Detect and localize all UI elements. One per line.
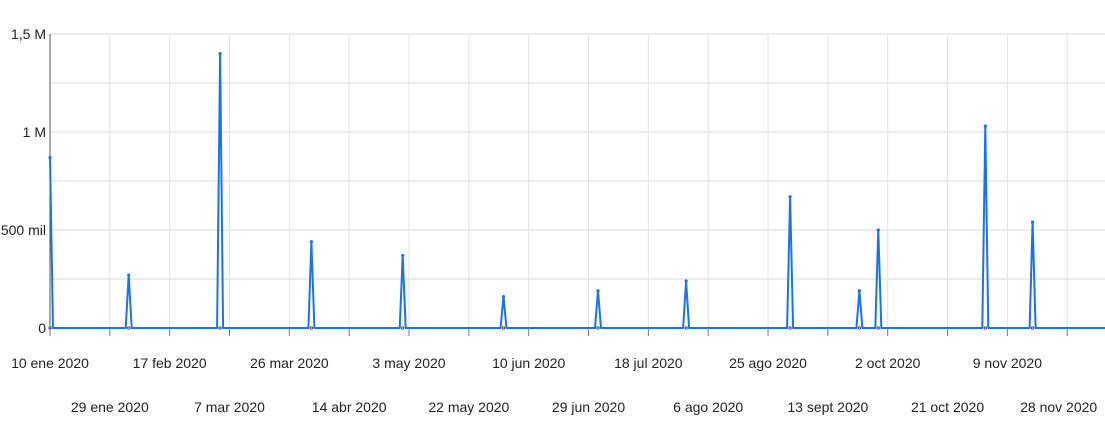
x-tick-label: 25 ago 2020 (729, 355, 807, 371)
gridlines (49, 33, 1105, 329)
x-tick-label: 18 jul 2020 (614, 355, 683, 371)
data-point (401, 253, 405, 258)
x-tick-label: 14 abr 2020 (312, 399, 387, 415)
x-tick-label: 17 feb 2020 (133, 355, 207, 371)
baseline-marker (684, 326, 688, 330)
data-point (309, 240, 313, 244)
x-tick-label: 10 ene 2020 (11, 355, 89, 371)
baseline-marker (857, 326, 861, 330)
y-tick-label: 1 M (23, 124, 46, 140)
baseline-marker (876, 326, 880, 330)
x-tick-label: 7 mar 2020 (194, 399, 265, 415)
baseline-marker (218, 326, 222, 330)
data-point (1030, 220, 1035, 224)
data-point (684, 279, 688, 283)
data-point (218, 52, 222, 56)
data-point (876, 228, 880, 232)
y-tick-labels: 0 500 mil 1 M 1,5 M (1, 26, 46, 336)
x-tick-label: 13 sept 2020 (787, 399, 868, 415)
baseline-marker (788, 326, 792, 330)
y-tick-label: 500 mil (1, 222, 46, 238)
baseline-marker (596, 326, 600, 330)
baseline-marker (983, 326, 987, 330)
data-point (983, 124, 987, 128)
x-tick-label: 29 jun 2020 (552, 399, 625, 415)
data-point (127, 273, 131, 277)
data-point (788, 195, 792, 199)
series-layer (48, 52, 1105, 330)
data-point (596, 289, 600, 293)
data-point (501, 295, 506, 299)
x-tick-labels: 10 ene 2020 17 feb 2020 26 mar 2020 3 may 2… (11, 328, 1097, 415)
y-tick-label: 0 (38, 320, 46, 336)
series-line (49, 52, 1105, 329)
x-tick-label: 26 mar 2020 (250, 355, 329, 371)
x-tick-label: 21 oct 2020 (911, 399, 984, 415)
data-point (48, 155, 52, 160)
x-tick-label: 10 jun 2020 (492, 355, 565, 371)
x-tick-label: 22 may 2020 (428, 399, 509, 415)
x-tick-label: 2 oct 2020 (855, 355, 921, 371)
x-tick-label: 9 nov 2020 (973, 355, 1042, 371)
data-point (857, 289, 861, 293)
baseline-marker (127, 326, 131, 330)
x-tick-label: 29 ene 2020 (71, 399, 149, 415)
baseline-marker (401, 326, 405, 330)
baseline-marker (309, 326, 313, 330)
y-tick-label: 1,5 M (11, 26, 46, 42)
baseline-marker (501, 326, 506, 330)
x-tick-label: 6 ago 2020 (673, 399, 743, 415)
x-tick-label: 3 may 2020 (372, 355, 445, 371)
baseline-marker (1030, 326, 1035, 330)
x-tick-label: 28 nov 2020 (1020, 399, 1097, 415)
